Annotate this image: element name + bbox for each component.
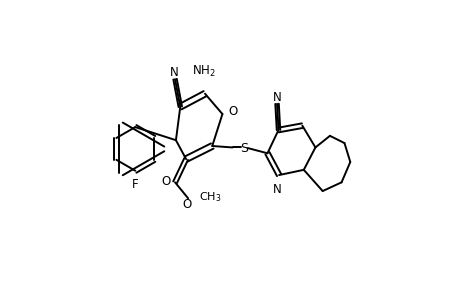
Text: O: O bbox=[228, 105, 237, 118]
Text: F: F bbox=[132, 178, 138, 191]
Text: N: N bbox=[273, 183, 282, 196]
Text: CH$_3$: CH$_3$ bbox=[199, 190, 221, 204]
Text: S: S bbox=[240, 142, 248, 154]
Text: N: N bbox=[170, 66, 179, 79]
Text: O: O bbox=[182, 198, 191, 211]
Text: N: N bbox=[273, 91, 282, 104]
Text: O: O bbox=[162, 175, 171, 188]
Text: NH$_2$: NH$_2$ bbox=[192, 64, 215, 79]
